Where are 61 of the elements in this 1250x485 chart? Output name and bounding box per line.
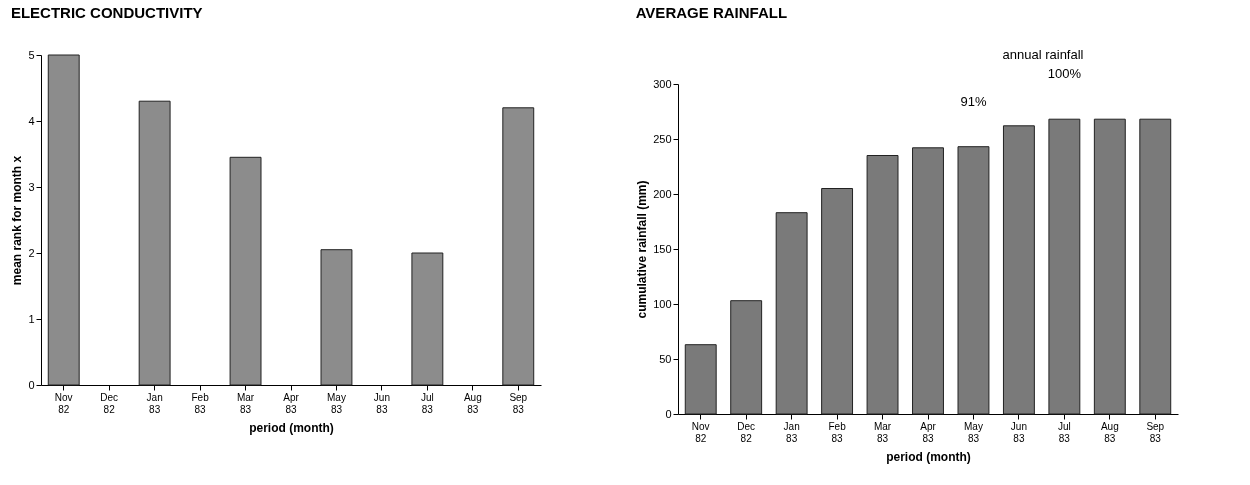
x-tick-label: May 83 — [327, 391, 346, 415]
bar — [320, 249, 353, 386]
x-tick-label: May 83 — [964, 420, 983, 444]
y-tick-label: 300 — [653, 77, 672, 90]
x-tick-label: Jan 83 — [783, 420, 800, 444]
bar — [1139, 118, 1172, 415]
y-axis-title: cumulative rainfall (mm) — [635, 180, 650, 319]
x-tick-label: Dec 82 — [737, 420, 756, 444]
bar — [411, 252, 444, 386]
x-tick-label: Jun 83 — [373, 391, 390, 415]
x-axis-title: period (month) — [249, 420, 334, 435]
annotation: 91% — [960, 93, 987, 109]
y-axis-title: mean rank for month x — [10, 155, 25, 286]
y-tick-label: 0 — [28, 378, 35, 391]
x-tick-label: Mar 83 — [873, 420, 892, 444]
y-tick-label: 250 — [653, 132, 672, 145]
x-tick-label: Feb 83 — [828, 420, 847, 444]
bar — [866, 155, 899, 415]
x-tick-label: Apr 83 — [283, 391, 300, 415]
x-tick-label: Mar 83 — [236, 391, 255, 415]
bar — [138, 100, 171, 386]
x-tick-label: Nov 82 — [54, 391, 73, 415]
y-tick-label: 0 — [665, 407, 672, 420]
bar — [1002, 125, 1035, 415]
bar — [502, 107, 535, 386]
x-tick-label: Jan 83 — [146, 391, 163, 415]
x-tick-label: Jul 83 — [420, 391, 434, 415]
x-tick-label: Aug 83 — [463, 391, 482, 415]
x-tick-label: Aug 83 — [1100, 420, 1119, 444]
x-axis-title: period (month) — [886, 449, 971, 464]
bar — [821, 188, 854, 415]
bar — [957, 146, 990, 415]
bar — [1048, 118, 1081, 415]
x-tick-label: Sep 83 — [1146, 420, 1165, 444]
annotation: 100% — [1047, 66, 1082, 82]
y-tick-label: 200 — [653, 187, 672, 200]
y-tick-label: 50 — [659, 352, 672, 365]
chart-title: AVERAGE RAINFALL — [635, 4, 788, 21]
x-tick-label: Nov 82 — [691, 420, 710, 444]
y-tick-label: 3 — [28, 180, 35, 193]
bar — [775, 212, 808, 415]
y-tick-label: 150 — [653, 242, 672, 255]
text: annual rainfall — [1002, 47, 1084, 62]
bar — [1093, 118, 1126, 415]
bar — [684, 344, 717, 415]
x-tick-label: Dec 82 — [100, 391, 119, 415]
x-tick-label: Sep 83 — [509, 391, 528, 415]
y-tick-label: 100 — [653, 297, 672, 310]
y-tick-label: 4 — [28, 114, 35, 127]
bar — [47, 54, 80, 386]
x-tick-label: Feb 83 — [191, 391, 210, 415]
y-tick-label: 2 — [28, 246, 35, 259]
y-tick-label: 1 — [28, 312, 35, 325]
y-tick-label: 5 — [28, 48, 35, 61]
bar — [229, 156, 262, 386]
x-tick-label: Jul 83 — [1057, 420, 1071, 444]
chart-title: ELECTRIC CONDUCTIVITY — [10, 4, 203, 21]
x-tick-label: Apr 83 — [920, 420, 937, 444]
bar — [912, 147, 944, 415]
x-tick-label: Jun 83 — [1010, 420, 1027, 444]
bar — [730, 300, 763, 415]
